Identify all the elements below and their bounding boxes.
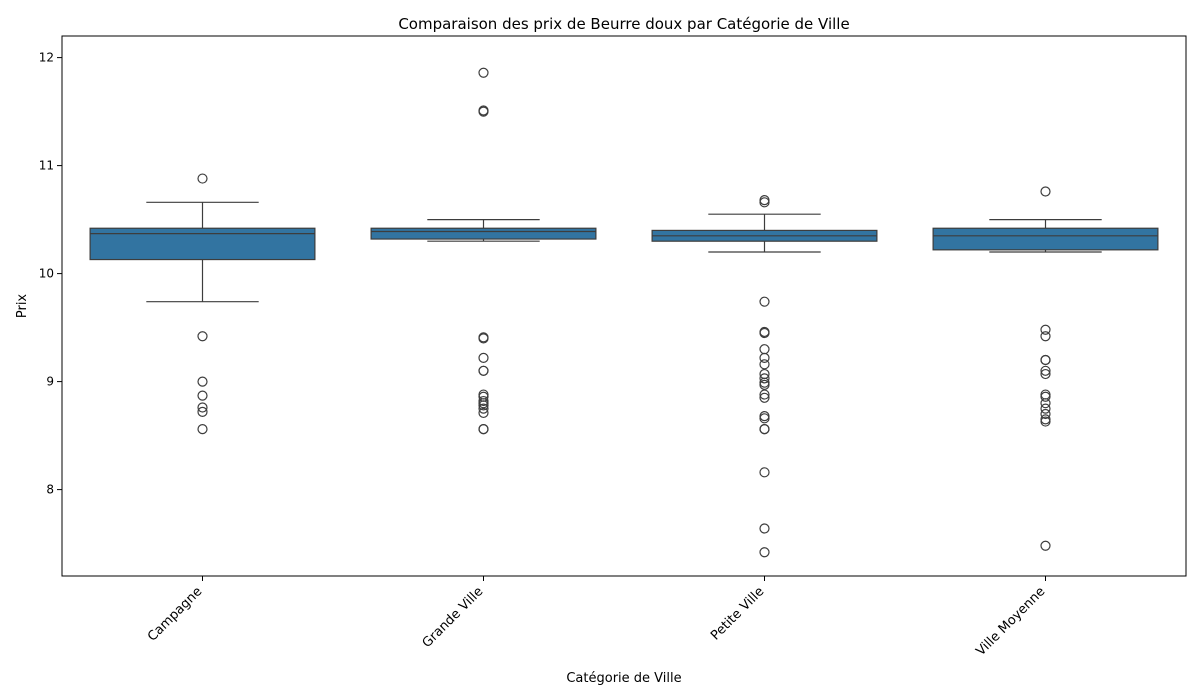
outlier-point (478, 365, 489, 376)
outlier-point (759, 467, 770, 478)
outlier-point (759, 359, 770, 370)
outlier-point (759, 197, 770, 208)
outlier-point (759, 523, 770, 534)
outlier-point (197, 376, 208, 387)
outlier-point (759, 424, 770, 435)
outlier-point (197, 390, 208, 401)
box-group (89, 173, 316, 435)
outlier-point (1040, 368, 1051, 380)
outlier-point (759, 352, 770, 363)
y-tick-label: 12 (39, 51, 54, 65)
outlier-point (1040, 354, 1051, 366)
outlier-point (478, 398, 489, 409)
outlier-point (759, 373, 770, 384)
outlier-point (1040, 331, 1051, 342)
outlier-point (478, 403, 489, 414)
outlier-point (759, 411, 770, 422)
y-tick-label: 11 (39, 159, 54, 173)
plot-area (61, 35, 1187, 577)
iqr-box (89, 227, 316, 261)
outlier-point (478, 106, 489, 117)
outlier-point (1040, 324, 1051, 335)
outlier-point (1040, 398, 1051, 409)
outlier-point (478, 67, 489, 78)
outlier-point (478, 400, 489, 411)
outlier-point (197, 173, 208, 184)
chart-marks (89, 67, 1159, 558)
outlier-point (1040, 414, 1051, 425)
outlier-point (1040, 391, 1051, 402)
outlier-point (759, 344, 770, 355)
outlier-point (759, 327, 770, 339)
outlier-point (1040, 186, 1051, 197)
outlier-point (197, 402, 208, 413)
outlier-point (759, 195, 770, 206)
box-group (932, 186, 1159, 551)
outlier-point (759, 413, 770, 424)
outlier-point (1040, 365, 1051, 376)
outlier-point (1040, 416, 1051, 427)
iqr-box (370, 227, 597, 240)
outlier-point (478, 352, 489, 363)
chart-title: Comparaison des prix de Beurre doux par … (398, 15, 849, 33)
y-tick-label: 8 (46, 483, 54, 497)
outlier-point (1040, 408, 1051, 420)
outlier-point (197, 424, 208, 435)
outlier-point (478, 407, 489, 419)
outlier-point (759, 379, 770, 390)
box-group (370, 67, 597, 435)
outlier-point (759, 547, 770, 558)
outlier-point (1040, 389, 1051, 400)
y-axis-label: Prix (15, 294, 30, 319)
x-tick-label: Grande Ville (420, 584, 487, 651)
iqr-box (932, 227, 1159, 251)
x-tick-label: Petite Ville (708, 584, 767, 643)
y-tick-label: 10 (39, 267, 54, 281)
x-tick-label: Ville Moyenne (973, 584, 1048, 659)
outlier-point (197, 331, 208, 342)
outlier-point (1040, 403, 1051, 414)
x-axis-label: Catégorie de Ville (566, 671, 681, 686)
outlier-point (1040, 540, 1051, 551)
x-axis: Campagne Grande Ville Petite Ville Ville Mo… (145, 576, 1048, 659)
y-axis: 8 9 10 11 12 (39, 51, 62, 497)
outlier-point (759, 296, 770, 307)
outlier-point (759, 389, 770, 400)
outlier-point (759, 392, 770, 403)
outlier-point (197, 406, 208, 417)
box-group (651, 195, 878, 558)
outlier-point (478, 424, 489, 435)
y-tick-label: 9 (46, 375, 54, 389)
outlier-point (478, 333, 489, 344)
x-tick-label: Campagne (145, 584, 205, 644)
